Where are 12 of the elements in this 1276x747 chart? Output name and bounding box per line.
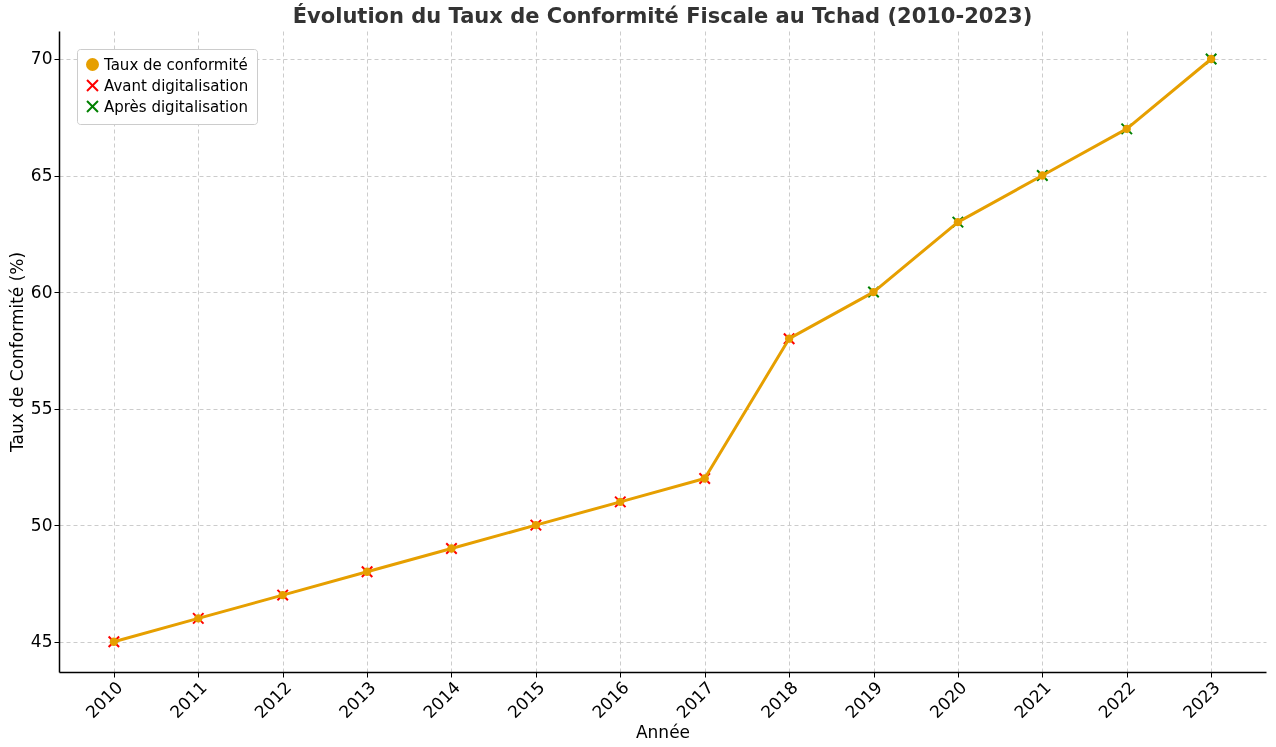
y-tick-label: 70 — [30, 48, 53, 69]
x-axis-title: Année — [635, 722, 691, 743]
y-tick-label: 50 — [30, 514, 53, 535]
y-tick-label: 45 — [30, 631, 53, 652]
legend-label: Taux de conformité — [103, 55, 248, 74]
legend-label: Avant digitalisation — [104, 76, 249, 95]
y-axis-title: Taux de Conformité (%) — [6, 251, 27, 454]
chart-title: Évolution du Taux de Conformité Fiscale au Tchad (2010-2023) — [292, 3, 1033, 28]
y-tick-label: 55 — [30, 398, 53, 419]
legend-label: Après digitalisation — [104, 97, 248, 116]
y-tick-label: 60 — [30, 281, 53, 302]
y-tick-label: 65 — [30, 165, 53, 186]
